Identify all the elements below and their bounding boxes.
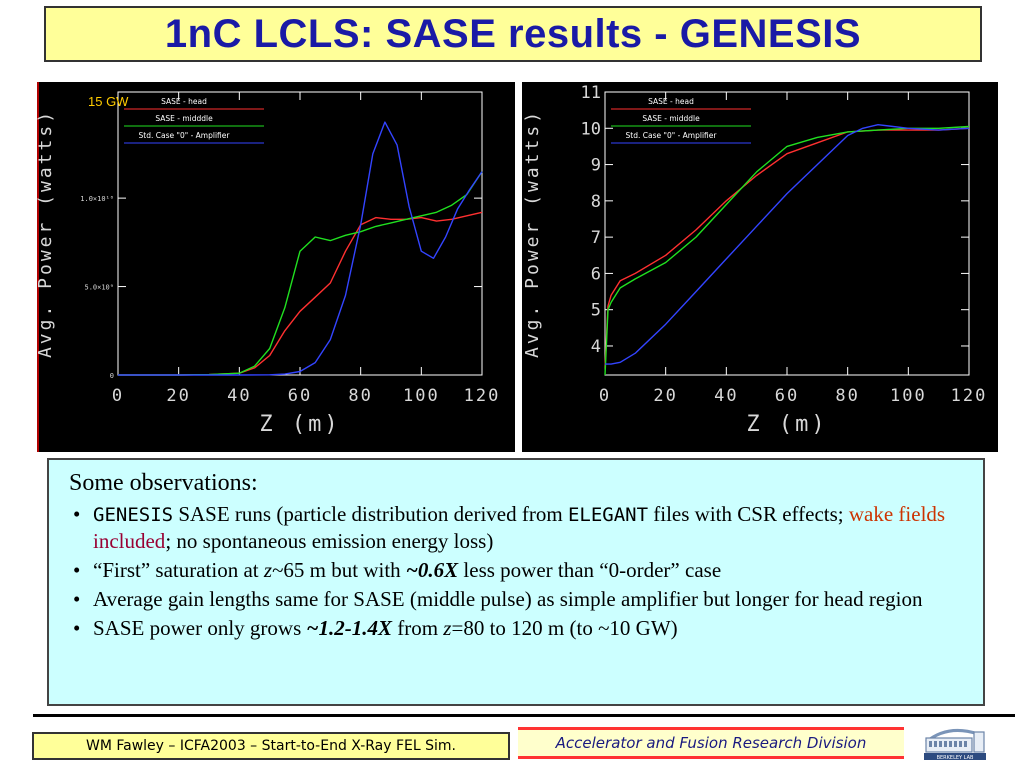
bullet-icon: • [73, 502, 81, 526]
x-tick-label: 120 [951, 386, 988, 406]
series-line-2 [118, 171, 483, 376]
obs2-z: z [263, 558, 273, 582]
x-tick-label: 40 [714, 386, 738, 406]
y-tick-label: 9 [591, 156, 601, 176]
observation-item-genesis: • GENESIS SASE runs (particle distributi… [69, 501, 965, 554]
obs4-text-c: =80 to 120 m (to ~10 GW) [451, 616, 678, 640]
wake-fields-text: wake fields [848, 502, 946, 526]
observations-heading: Some observations: [69, 470, 258, 496]
bullet-icon: • [73, 558, 81, 582]
y-tick-label: 4 [591, 337, 601, 357]
y-axis-label: Avg. Power (watts) [522, 109, 543, 358]
included-text: included [93, 529, 166, 553]
berkeley-lab-logo-icon: BERKELEY LAB [924, 728, 986, 761]
x-axis-label: Z (m) [746, 412, 827, 437]
plot-edge-marker [37, 82, 39, 452]
bullet-icon: • [73, 616, 81, 640]
obs2-factor: ~0.6X [405, 558, 459, 582]
title-box: 1nC LCLS: SASE results - GENESIS [44, 6, 982, 62]
legend-label-1: SASE - head [161, 97, 207, 106]
y-tick-label: 7 [591, 228, 601, 248]
x-tick-label: 20 [166, 386, 190, 406]
legend-label-3: Std. Case "0" - Amplifier [139, 131, 231, 140]
obs1-text-a: SASE runs (particle distribution derived… [173, 502, 568, 526]
observations-box: Some observations: • GENESIS SASE runs (… [47, 458, 985, 706]
chart-linear-power: 0 20 40 60 80 100 120 0 5.0×10⁹ 1.0×10¹⁰ Z (m) Avg.… [37, 82, 515, 452]
observation-item-gain-lengths: • Average gain lengths same for SASE (mi… [69, 586, 965, 612]
observation-item-power-growth: • SASE power only grows ~1.2-1.4X from z… [69, 615, 965, 641]
genesis-code: GENESIS [93, 504, 174, 526]
series-line-3 [605, 124, 970, 365]
y-tick-label: 6 [591, 264, 601, 284]
footer-author: WM Fawley – ICFA2003 – Start-to-End X-Ra… [32, 732, 510, 760]
x-axis-label: Z (m) [259, 412, 340, 437]
legend-label-2: SASE - midddle [642, 114, 700, 123]
footer-division: Accelerator and Fusion Research Division [518, 727, 904, 759]
series-line-2 [604, 125, 970, 376]
x-tick-label: 0 [112, 386, 124, 406]
y-tick-label: 5 [591, 301, 601, 321]
x-tick-label: 20 [653, 386, 677, 406]
logo-windows [929, 741, 967, 747]
y-tick-label: 8 [591, 192, 601, 212]
y-tick-label: 11 [581, 83, 601, 103]
x-tick-label: 120 [464, 386, 501, 406]
x-tick-label: 80 [348, 386, 372, 406]
obs1-text-b: files with CSR effects; [648, 502, 849, 526]
series-line-1 [604, 127, 970, 368]
obs4-factor: ~1.2-1.4X [306, 616, 392, 640]
y-tick-label: 1.0×10¹⁰ [80, 195, 114, 203]
x-tick-label: 60 [775, 386, 799, 406]
x-tick-label: 80 [835, 386, 859, 406]
legend-label-2: SASE - midddle [155, 114, 213, 123]
legend-label-3: Std. Case "0" - Amplifier [626, 131, 718, 140]
obs4-text-b: from [391, 616, 444, 640]
obs3-text: Average gain lengths same for SASE (midd… [93, 587, 923, 611]
chart-log-svg: 0 20 40 60 80 100 120 4 5 6 7 8 9 10 11 Z (m) Avg. Power… [522, 83, 988, 437]
y-tick-label: 5.0×10⁹ [84, 284, 114, 292]
annotation-15gw: 15 GW [88, 94, 129, 109]
obs4-text-a: SASE power only grows [93, 616, 307, 640]
y-tick-label: 0 [110, 372, 114, 380]
logo-tower [973, 731, 985, 753]
page-title: 1nC LCLS: SASE results - GENESIS [164, 11, 862, 56]
x-tick-label: 40 [227, 386, 251, 406]
x-tick-label: 100 [403, 386, 440, 406]
footer-divider [33, 714, 1015, 717]
y-axis-label: Avg. Power (watts) [37, 109, 56, 358]
elegant-code: ELEGANT [567, 504, 649, 526]
obs1-text-c: ; no spontaneous emission energy loss) [165, 529, 494, 553]
legend-label-1: SASE - head [648, 97, 694, 106]
obs2-text-a: “First” saturation at [93, 558, 264, 582]
chart-log-power: 0 20 40 60 80 100 120 4 5 6 7 8 9 10 11 Z (m) Avg. Power… [522, 82, 998, 452]
x-tick-label: 100 [890, 386, 927, 406]
chart-linear-svg: 0 20 40 60 80 100 120 0 5.0×10⁹ 1.0×10¹⁰ Z (m) Avg.… [37, 82, 501, 452]
observation-item-saturation: • “First” saturation at z~65 m but with … [69, 557, 965, 583]
series-line-3 [118, 121, 483, 376]
observations-list: • GENESIS SASE runs (particle distributi… [69, 501, 965, 641]
logo-banner [924, 753, 986, 760]
series-line-1 [118, 211, 483, 376]
obs4-z: z [443, 616, 452, 640]
logo-text: BERKELEY LAB [937, 755, 974, 761]
x-tick-label: 60 [288, 386, 312, 406]
obs2-text-b: ~65 m but with [272, 558, 406, 582]
y-tick-label: 10 [581, 119, 601, 139]
obs2-text-c: less power than “0-order” case [458, 558, 722, 582]
bullet-icon: • [73, 587, 81, 611]
x-tick-label: 0 [599, 386, 611, 406]
